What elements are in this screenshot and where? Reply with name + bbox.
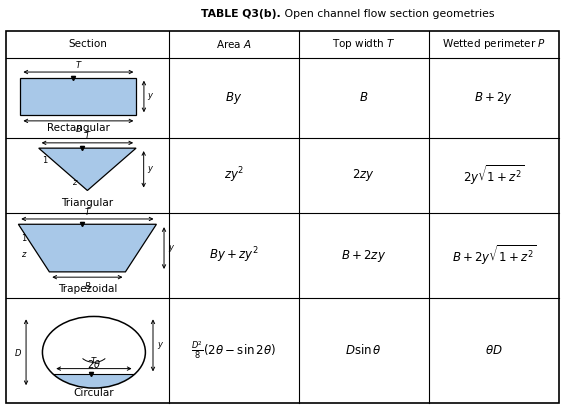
Text: $y$: $y$	[167, 243, 175, 254]
Text: Rectangular: Rectangular	[47, 123, 110, 133]
Text: $y$: $y$	[157, 340, 164, 351]
Text: TABLE Q3(b).: TABLE Q3(b).	[201, 9, 281, 20]
Text: $B$: $B$	[84, 280, 91, 291]
Text: $By + zy^2$: $By + zy^2$	[209, 246, 259, 265]
Text: Triangular: Triangular	[61, 198, 113, 208]
Text: Open channel flow section geometries: Open channel flow section geometries	[281, 9, 494, 20]
Text: $B + 2y$: $B + 2y$	[474, 90, 513, 106]
Polygon shape	[18, 224, 156, 272]
Text: Top width $T$: Top width $T$	[332, 37, 395, 51]
Text: $2\theta$: $2\theta$	[87, 358, 101, 370]
Text: $By$: $By$	[225, 90, 242, 106]
Text: $y$: $y$	[147, 91, 154, 102]
Text: Trapezoidal: Trapezoidal	[58, 284, 117, 294]
Text: $T$: $T$	[84, 129, 91, 140]
Text: Area $A$: Area $A$	[216, 38, 252, 50]
Text: 1: 1	[42, 156, 47, 165]
Text: $zy^2$: $zy^2$	[224, 165, 244, 185]
Bar	[20, 78, 136, 115]
Text: $\frac{D^2}{8}(2\theta - \sin 2\theta)$: $\frac{D^2}{8}(2\theta - \sin 2\theta)$	[191, 339, 276, 361]
Text: $B$: $B$	[359, 92, 369, 104]
Text: $T$: $T$	[90, 355, 98, 366]
Text: $D\sin\theta$: $D\sin\theta$	[345, 343, 382, 357]
Polygon shape	[39, 148, 136, 190]
Text: $B + 2zy$: $B + 2zy$	[341, 247, 387, 264]
Text: 1: 1	[21, 234, 26, 243]
Text: $z$: $z$	[21, 250, 28, 259]
Text: $B+2y\sqrt{1+z^2}$: $B+2y\sqrt{1+z^2}$	[452, 244, 536, 267]
Text: $2zy$: $2zy$	[352, 167, 375, 183]
Text: $2y\sqrt{1+z^2}$: $2y\sqrt{1+z^2}$	[463, 163, 525, 187]
Polygon shape	[53, 374, 135, 388]
Text: Circular: Circular	[74, 388, 114, 398]
Text: $T$: $T$	[84, 206, 91, 217]
Text: $\theta D$: $\theta D$	[485, 344, 503, 357]
Text: Section: Section	[68, 39, 107, 49]
Text: $B$: $B$	[75, 123, 82, 134]
Text: $z$: $z$	[73, 178, 79, 187]
Text: $T$: $T$	[74, 59, 82, 70]
Text: $y$: $y$	[147, 164, 154, 175]
Text: Wetted perimeter $P$: Wetted perimeter $P$	[442, 37, 546, 51]
Text: $D$: $D$	[15, 347, 23, 358]
